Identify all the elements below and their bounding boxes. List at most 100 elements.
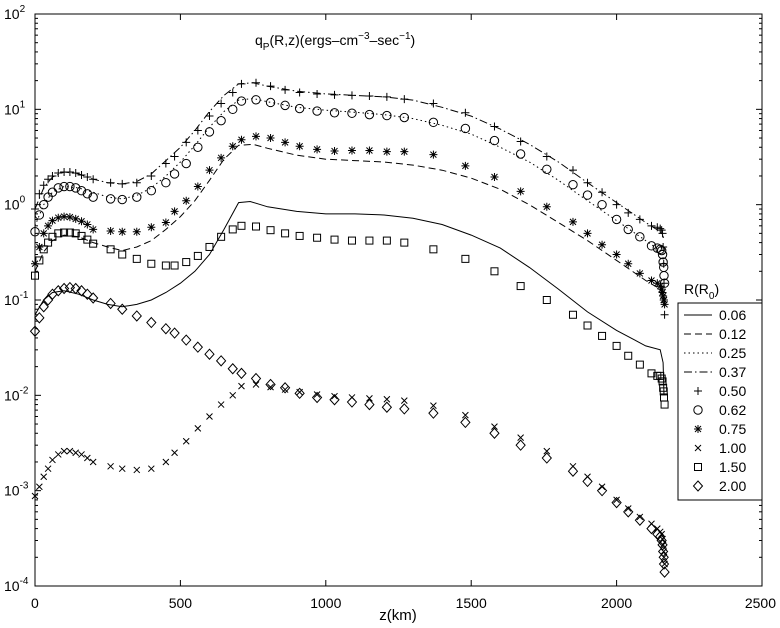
- data-point-0.75-24: [252, 132, 261, 141]
- data-point-1.50-24: [252, 222, 261, 231]
- data-point-1.00-34: [430, 402, 437, 409]
- series-line-0.25: [34, 97, 665, 255]
- data-point-1.00-13: [118, 465, 126, 473]
- data-point-0.50-26: [281, 85, 290, 94]
- data-point-1.00-3: [44, 465, 52, 473]
- legend-label-0.75: 0.75: [719, 421, 746, 437]
- data-point-1.00-11: [89, 458, 97, 466]
- data-point-0.50-27: [295, 88, 304, 97]
- title-q-subscript: P: [263, 42, 270, 53]
- data-point-2.00-32: [381, 401, 393, 413]
- data-point-1.00-43: [624, 505, 632, 512]
- legend-title: R(R0): [684, 281, 719, 302]
- x-tick-label-2: 1000: [310, 595, 341, 611]
- data-point-1.50-11: [89, 239, 98, 248]
- data-point-0.75-6: [60, 212, 69, 221]
- data-point-0.50-33: [400, 95, 409, 104]
- data-point-1.00-35: [462, 411, 469, 419]
- data-point-1.00-20: [206, 413, 213, 420]
- data-point-1.50-39: [568, 310, 577, 319]
- data-point-1.50-5: [54, 229, 63, 238]
- y-tick-label-5: 101: [4, 99, 26, 117]
- data-point-1.00-32: [383, 395, 391, 403]
- data-point-0.50-45: [647, 221, 656, 230]
- data-point-0.75-4: [48, 216, 57, 225]
- legend-label-2.00: 2.00: [719, 478, 746, 494]
- data-point-0.50-3: [44, 175, 53, 184]
- data-point-1.50-1: [35, 256, 44, 265]
- data-point-1.50-28: [313, 233, 322, 242]
- data-point-1.50-10: [83, 235, 92, 244]
- data-point-0.62-6: [59, 181, 69, 192]
- data-point-0.75-48: [657, 285, 666, 294]
- data-point-2.00-11: [87, 292, 99, 304]
- title-q: q: [255, 32, 263, 48]
- data-point-2.00-35: [460, 416, 471, 429]
- chart-title: qP(R,z)(ergs–cm−3–sec−1): [255, 31, 415, 53]
- legend-label-0.37: 0.37: [719, 364, 746, 380]
- data-point-0.62-33: [399, 112, 410, 123]
- data-point-2.00-44: [634, 514, 646, 526]
- data-point-2.00-37: [515, 439, 526, 451]
- series-layer: [29, 78, 670, 578]
- data-point-1.00-28: [313, 391, 321, 398]
- data-point-0.50-29: [330, 90, 339, 99]
- data-point-2.00-8: [70, 282, 81, 295]
- data-point-0.75-2: [39, 229, 48, 238]
- data-point-0.75-16: [161, 218, 170, 227]
- data-point-0.62-36: [489, 135, 500, 146]
- data-point-0.75-18: [182, 196, 191, 205]
- data-point-1.00-21: [217, 401, 225, 408]
- data-point-2.00-34: [428, 407, 439, 419]
- legend-swatch-1.50: [694, 463, 702, 471]
- data-point-0.75-42: [612, 250, 621, 259]
- data-point-2.00-5: [53, 285, 64, 297]
- legend-box: [677, 302, 763, 501]
- data-point-1.50-17: [170, 261, 179, 270]
- data-point-0.50-11: [89, 175, 98, 184]
- data-point-0.75-39: [568, 217, 577, 226]
- data-point-0.62-29: [329, 108, 340, 118]
- series-0.37: [34, 82, 665, 238]
- data-point-0.75-10: [83, 220, 92, 229]
- data-point-1.00-37: [517, 434, 524, 441]
- data-point-2.00-20: [204, 348, 215, 360]
- legend-label-0.50: 0.50: [719, 383, 746, 399]
- data-point-2.00-12: [105, 297, 116, 310]
- data-point-2.00-33: [399, 403, 410, 415]
- data-point-0.50-47: [656, 224, 665, 233]
- data-point-0.50-34: [429, 99, 438, 108]
- data-point-1.00-5: [54, 451, 62, 458]
- data-point-1.00-25: [267, 383, 274, 391]
- data-point-1.00-36: [491, 423, 498, 430]
- data-point-2.00-40: [582, 475, 593, 488]
- data-point-1.50-47: [656, 371, 665, 380]
- data-point-0.50-48: [657, 226, 666, 235]
- data-point-0.75-11: [89, 225, 98, 234]
- data-point-0.75-20: [205, 166, 214, 175]
- title-close: ): [411, 32, 416, 48]
- x-tick-label-0: 0: [31, 595, 39, 611]
- data-point-1.00-29: [331, 392, 338, 400]
- plot-area-frame: [34, 13, 763, 587]
- data-point-0.62-4: [47, 187, 58, 197]
- data-point-0.62-48: [656, 245, 667, 256]
- data-point-0.50-18: [182, 138, 191, 147]
- data-point-1.50-19: [193, 251, 202, 260]
- x-axis-title: z(km): [379, 607, 417, 624]
- data-point-2.00-47: [655, 530, 666, 543]
- series-0.62: [30, 95, 670, 288]
- data-point-1.50-51: [659, 387, 668, 396]
- data-point-0.50-19: [193, 126, 202, 135]
- data-point-1.50-53: [660, 400, 669, 409]
- data-point-1.50-49: [658, 377, 667, 386]
- data-point-1.00-42: [613, 496, 620, 504]
- data-point-1.50-14: [132, 254, 141, 263]
- data-point-0.62-22: [228, 104, 238, 115]
- data-point-0.75-12: [106, 226, 115, 235]
- data-point-2.00-50: [657, 545, 669, 558]
- data-point-0.62-31: [364, 109, 375, 120]
- data-point-2.00-25: [265, 378, 276, 391]
- data-point-0.50-37: [516, 137, 525, 146]
- data-point-0.50-8: [71, 168, 80, 177]
